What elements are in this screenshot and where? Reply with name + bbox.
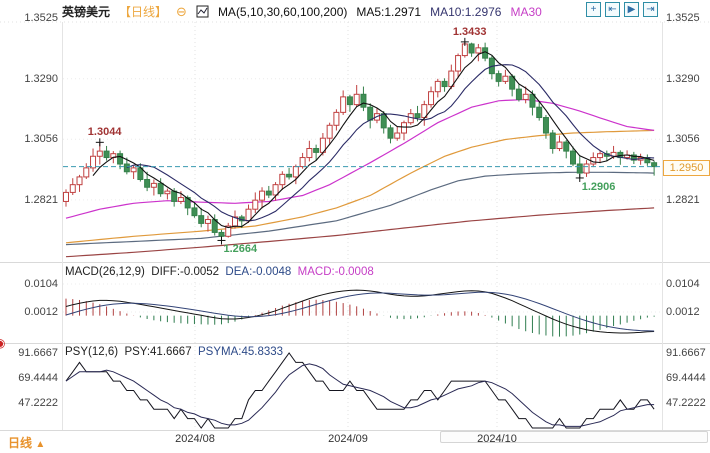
price-tick-label: 69.4444 xyxy=(666,372,706,384)
psyma-value: PSYMA:45.8333 xyxy=(198,346,284,358)
price-tick-label: 1.2821 xyxy=(666,193,700,206)
scrollbar-thumb[interactable] xyxy=(440,431,708,443)
chart-header: 英镑美元 【日线】 ⊖ MA(5,10,30,60,100,200) MA5:1… xyxy=(62,3,542,20)
period-label: 【日线】 xyxy=(119,5,168,19)
price-tick-label: 1.3290 xyxy=(24,72,58,85)
macd-dea-value: DEA:-0.0048 xyxy=(225,266,292,278)
axis-left-icon[interactable]: ⇤ xyxy=(605,2,620,17)
ma-params-label: MA(5,10,30,60,100,200) xyxy=(217,4,348,19)
axis-border-right xyxy=(662,22,663,430)
macd-diff-value: DIFF:-0.0052 xyxy=(151,266,220,278)
arrow-up-icon: ▲ xyxy=(35,439,46,450)
symbol-name: 英镑美元 xyxy=(62,5,111,19)
x-axis-label: 2024/08 xyxy=(175,433,215,445)
chart-toolbar: + ⇤ ▶ ⇥ xyxy=(586,2,658,17)
ma5-value: MA5:1.2971 xyxy=(356,4,422,19)
swing-label: 1.2664 xyxy=(223,243,258,256)
axis-right-icon[interactable]: ⇥ xyxy=(643,2,658,17)
psy-params: PSY(12,6) xyxy=(65,346,119,358)
price-tick-label: 1.2821 xyxy=(24,193,58,206)
price-tick-label: 1.3290 xyxy=(666,72,700,85)
x-axis-label: 2024/10 xyxy=(477,433,517,445)
price-tick-label: 69.4444 xyxy=(18,372,58,384)
ma10-value: MA10:1.2976 xyxy=(430,4,502,19)
price-tick-label: 47.2222 xyxy=(666,397,706,409)
chart-icon xyxy=(196,5,209,18)
swing-label: 1.3044 xyxy=(87,126,122,139)
macd-params: MACD(26,12,9) xyxy=(65,266,145,278)
target-icon: ◉ xyxy=(0,336,6,350)
divider-macd xyxy=(0,262,710,263)
x-axis-label: 2024/09 xyxy=(328,433,368,445)
divider-psy xyxy=(0,343,710,344)
psy-header: PSY(12,6) PSY:41.6667 PSYMA:45.8333 xyxy=(65,346,283,358)
psy-value: PSY:41.6667 xyxy=(124,346,192,358)
macd-bar-value: MACD:-0.0008 xyxy=(297,266,374,278)
price-tick-label: 91.6667 xyxy=(666,347,706,359)
pan-icon[interactable]: + xyxy=(586,2,601,17)
current-price-badge: 1.2950 xyxy=(663,160,710,176)
swing-label: 1.2906 xyxy=(581,180,616,193)
price-tick-label: 91.6667 xyxy=(18,347,58,359)
period-selector[interactable]: 日线 ▲ xyxy=(8,434,45,451)
macd-header: MACD(26,12,9) DIFF:-0.0052 DEA:-0.0048 M… xyxy=(65,266,374,278)
ma30-value: MA30 xyxy=(510,4,542,19)
price-tick-label: 1.3056 xyxy=(24,133,58,146)
play-icon[interactable]: ▶ xyxy=(624,2,639,17)
price-tick-label: 0.0012 xyxy=(666,306,700,318)
period-selector-label: 日线 xyxy=(8,436,33,450)
axis-border-left xyxy=(62,22,63,430)
price-tick-label: 1.3525 xyxy=(24,12,58,25)
swing-label: 1.3433 xyxy=(452,25,487,38)
price-tick-label: 1.3525 xyxy=(666,12,700,25)
divider-bottom xyxy=(0,430,710,431)
price-tick-label: 0.0012 xyxy=(24,306,58,318)
price-tick-label: 1.3056 xyxy=(666,133,700,146)
collapse-icon[interactable]: ⊖ xyxy=(176,3,187,19)
price-tick-label: 0.0104 xyxy=(666,278,700,290)
price-tick-label: 0.0104 xyxy=(24,278,58,290)
price-tick-label: 47.2222 xyxy=(18,397,58,409)
